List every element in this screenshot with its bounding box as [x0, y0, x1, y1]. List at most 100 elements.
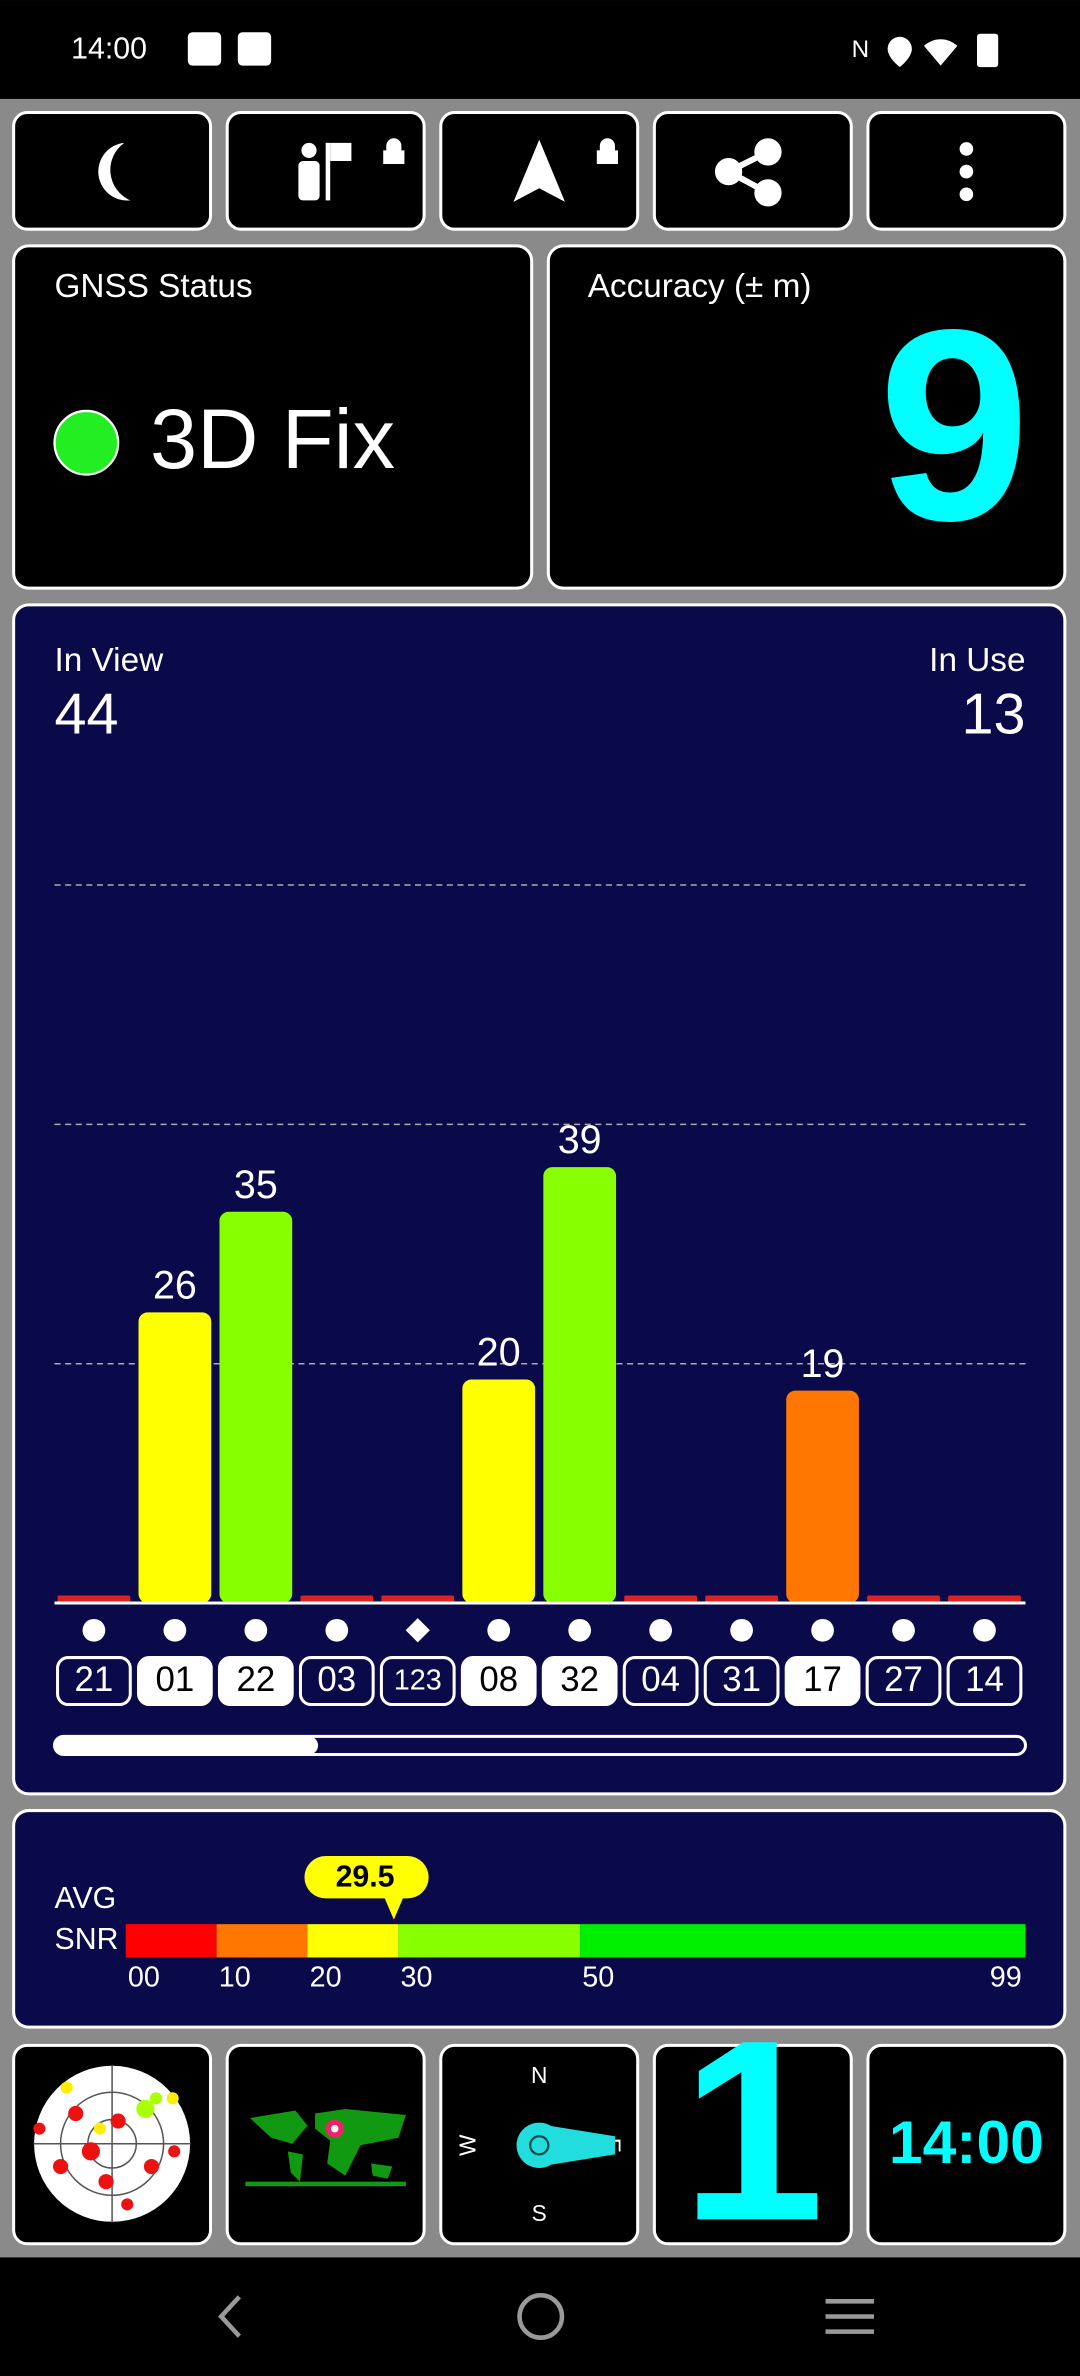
snr-bar [867, 1595, 940, 1604]
constellation-marker [163, 1618, 187, 1642]
satellite-id: 123 [394, 1664, 442, 1696]
snr-value-label: 19 [801, 1342, 845, 1386]
in-use-value: 13 [961, 683, 1025, 747]
moon-icon [98, 142, 131, 201]
constellation-marker [811, 1618, 834, 1642]
satellite-id-box [622, 1656, 699, 1707]
status-bar [0, 0, 1080, 99]
snr-value-label: 35 [234, 1163, 278, 1207]
bars: 21 26 01 35 22 03 123 20 08 39 32 04 31 19 17 27 14 [56, 1118, 1023, 1707]
map-tile[interactable] [225, 2043, 426, 2246]
wifi-icon [923, 39, 958, 66]
recents-button[interactable] [825, 2299, 874, 2334]
compass-dial [516, 2122, 562, 2169]
snr-scale-label: 10 [219, 1961, 251, 1993]
clock-tile[interactable] [866, 2043, 1067, 2246]
snr-label: SNR [55, 1923, 119, 1956]
snr-scale-label: 30 [401, 1961, 433, 1993]
satellite-id: 14 [965, 1660, 1004, 1699]
in-view-label: In View [55, 642, 165, 679]
satellite-id-box [56, 1656, 132, 1707]
location-icon [887, 36, 912, 68]
home-button[interactable] [517, 2292, 565, 2340]
snr-scale-label: 99 [990, 1961, 1022, 1993]
snr-scale-segment [307, 1924, 399, 1958]
world-map-icon [245, 2108, 406, 2187]
snr-panel [12, 1809, 1067, 2029]
gnss-status-panel [12, 244, 534, 590]
satellite-id-box [946, 1656, 1023, 1707]
more-icon [959, 142, 974, 202]
avg-label: AVG [55, 1882, 117, 1915]
snr-bar [543, 1167, 617, 1604]
satellite-id-box [703, 1656, 780, 1707]
snr-scale-segment [125, 1924, 217, 1958]
snr-scale-segment [216, 1924, 308, 1958]
satellite-id: 01 [156, 1660, 195, 1699]
satellite-id-box [379, 1656, 456, 1707]
snr-bar [219, 1211, 293, 1604]
toolbar [12, 111, 1067, 231]
satellite-id: 22 [236, 1660, 275, 1699]
in-use-label: In Use [929, 642, 1025, 679]
constellation-marker [973, 1618, 996, 1642]
snr-bar [57, 1595, 131, 1604]
fix-indicator [53, 409, 120, 476]
snr-bar [624, 1595, 698, 1604]
constellation-marker [892, 1618, 915, 1642]
satellite-id-box [865, 1656, 942, 1707]
snr-bar [381, 1595, 455, 1604]
share-button[interactable] [652, 111, 853, 231]
compass-s: S [532, 2200, 547, 2226]
scrollbar-thumb[interactable] [54, 1736, 319, 1755]
satellite-panel [12, 603, 1067, 1796]
snr-bar [948, 1595, 1021, 1604]
night-mode-button[interactable] [12, 111, 213, 231]
battery-icon [976, 33, 999, 68]
satellite-id-box [217, 1656, 294, 1707]
avg-snr-value: 29.5 [336, 1861, 395, 1894]
share-icon [714, 138, 782, 207]
satellite-id: 17 [803, 1660, 842, 1699]
satellite-id: 03 [317, 1660, 356, 1699]
arrow-icon [513, 139, 565, 202]
back-button[interactable] [218, 2295, 241, 2338]
snr-pointer [304, 1855, 429, 1920]
constellation-marker [325, 1618, 349, 1642]
sky-plot-icon [32, 2064, 192, 2224]
nfc-icon: N [852, 36, 869, 63]
satellite-id-box [137, 1656, 213, 1707]
satellite-id: 08 [479, 1660, 518, 1699]
snr-bar [462, 1379, 536, 1604]
fix-count: 1 [681, 1986, 824, 2274]
satellite-id: 32 [560, 1660, 599, 1699]
compass-n: N [531, 2062, 547, 2088]
clock: 14:00 [889, 2108, 1044, 2176]
snr-value-label: 20 [477, 1331, 521, 1375]
notification-icon [237, 32, 272, 66]
snr-scale-labels: 00 10 20 30 50 99 [128, 1961, 1022, 1993]
fix-status: 3D Fix [150, 391, 395, 486]
nav-bar [0, 2257, 1080, 2376]
fix-count-tile[interactable] [652, 2043, 853, 2246]
satellite-id-box [460, 1656, 537, 1707]
accuracy-value: 9 [878, 272, 1030, 577]
snr-bar [138, 1312, 212, 1604]
status-time: 14:00 [71, 32, 147, 65]
constellation-marker [568, 1618, 592, 1642]
constellation-marker [649, 1618, 673, 1642]
snr-scale-segment [398, 1924, 581, 1958]
snr-scale-label: 00 [128, 1961, 160, 1993]
grid [54, 884, 1026, 1365]
snr-scale-label: 50 [582, 1961, 614, 1993]
satellite-id-box [784, 1656, 861, 1707]
snr-bar [705, 1595, 778, 1604]
constellation-marker [487, 1618, 511, 1642]
satellite-id-box [541, 1656, 618, 1707]
gnss-status-label: GNSS Status [55, 268, 253, 305]
snr-bar [300, 1595, 374, 1604]
accuracy-panel [546, 244, 1067, 590]
snr-scale-segment [580, 1924, 1026, 1958]
